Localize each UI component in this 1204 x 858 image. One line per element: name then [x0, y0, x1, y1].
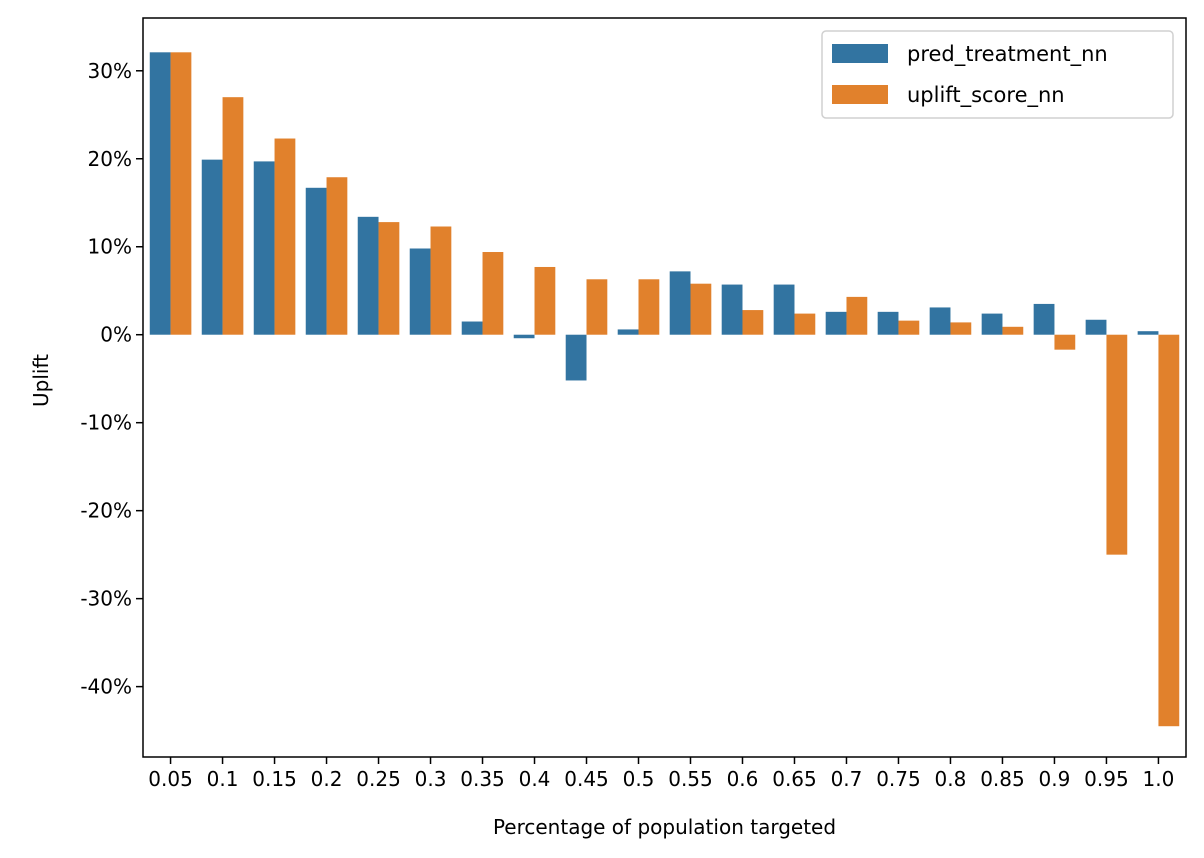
- x-tick-label: 0.25: [356, 767, 401, 791]
- x-tick-label: 0.95: [1084, 767, 1129, 791]
- bar-uplift_score_nn-0.55: [690, 283, 712, 335]
- y-tick-label: -20%: [80, 499, 132, 523]
- bar-pred_treatment_nn-0.1: [201, 159, 223, 335]
- bar-pred_treatment_nn-0.45: [565, 334, 587, 381]
- bar-uplift_score_nn-0.8: [950, 322, 972, 335]
- y-tick-label: -40%: [80, 675, 132, 699]
- x-tick-label: 0.45: [564, 767, 609, 791]
- bar-pred_treatment_nn-0.65: [773, 284, 795, 335]
- x-tick-label: 0.2: [311, 767, 343, 791]
- x-tick-label: 0.05: [148, 767, 193, 791]
- y-tick-label: -10%: [80, 411, 132, 435]
- bar-uplift_score_nn-0.2: [326, 177, 348, 335]
- bar-pred_treatment_nn-0.3: [409, 248, 431, 335]
- y-tick-label: 0%: [100, 323, 132, 347]
- legend-label-uplift_score_nn: uplift_score_nn: [907, 83, 1065, 108]
- bar-pred_treatment_nn-0.95: [1085, 319, 1107, 335]
- legend-label-pred_treatment_nn: pred_treatment_nn: [907, 42, 1108, 67]
- bar-pred_treatment_nn-0.15: [253, 161, 275, 335]
- bar-pred_treatment_nn-0.5: [617, 329, 639, 335]
- y-tick-label: 10%: [88, 235, 132, 259]
- bar-uplift_score_nn-0.6: [742, 310, 764, 335]
- bar-pred_treatment_nn-0.2: [305, 187, 327, 335]
- bar-uplift_score_nn-0.75: [898, 320, 920, 335]
- x-tick-label: 0.8: [935, 767, 967, 791]
- bar-uplift_score_nn-0.05: [170, 52, 192, 335]
- y-tick-label: 30%: [88, 59, 132, 83]
- bar-pred_treatment_nn-0.75: [877, 311, 899, 335]
- bar-pred_treatment_nn-0.55: [669, 271, 691, 335]
- x-tick-label: 0.5: [623, 767, 655, 791]
- plot-frame: [142, 17, 1187, 758]
- legend-swatch-pred_treatment_nn: [832, 44, 888, 63]
- bar-uplift_score_nn-0.95: [1106, 334, 1128, 555]
- bar-uplift_score_nn-0.3: [430, 226, 452, 335]
- bar-uplift_score_nn-0.35: [482, 252, 504, 335]
- x-tick-label: 0.55: [668, 767, 713, 791]
- bar-uplift_score_nn-0.9: [1054, 334, 1076, 350]
- x-tick-label: 0.4: [519, 767, 551, 791]
- legend-box: [821, 30, 1174, 119]
- x-tick-label: 0.65: [772, 767, 817, 791]
- bar-pred_treatment_nn-0.9: [1033, 303, 1055, 335]
- x-tick-label: 0.35: [460, 767, 505, 791]
- x-tick-label: 1.0: [1143, 767, 1175, 791]
- bar-pred_treatment_nn-0.4: [513, 334, 535, 339]
- legend-swatch-uplift_score_nn: [832, 85, 888, 104]
- x-tick-label: 0.6: [727, 767, 759, 791]
- x-axis-label: Percentage of population targeted: [493, 815, 836, 839]
- bar-uplift_score_nn-0.4: [534, 266, 556, 335]
- x-axis-ticks: 0.05 0.1 0.15 0.2 0.25 0.3 0.35 0.4 0.45 0.5 0.55 0…: [148, 757, 1174, 791]
- x-tick-label: 0.3: [415, 767, 447, 791]
- bar-pred_treatment_nn-0.85: [981, 313, 1003, 335]
- y-axis-ticks: 30% 20% 10% 0% -10% -20% -30% -40%: [80, 59, 143, 699]
- bar-pred_treatment_nn-0.7: [825, 311, 847, 335]
- bar-pred_treatment_nn-0.05: [149, 52, 171, 335]
- bar-uplift_score_nn-0.65: [794, 313, 816, 335]
- bar-pred_treatment_nn-0.25: [357, 216, 379, 335]
- bar-uplift_score_nn-0.15: [274, 138, 296, 335]
- x-tick-label: 0.85: [980, 767, 1025, 791]
- bars-layer: [149, 52, 1180, 727]
- bar-uplift_score_nn-0.45: [586, 279, 608, 335]
- x-tick-label: 0.75: [876, 767, 921, 791]
- bar-uplift_score_nn-0.1: [222, 97, 244, 335]
- bar-uplift_score_nn-1.0: [1158, 334, 1180, 727]
- bar-uplift_score_nn-0.5: [638, 279, 660, 335]
- bar-pred_treatment_nn-1.0: [1137, 331, 1159, 335]
- legend: pred_treatment_nn uplift_score_nn: [821, 30, 1174, 119]
- bar-pred_treatment_nn-0.35: [461, 321, 483, 335]
- x-tick-label: 0.15: [252, 767, 297, 791]
- bar-uplift_score_nn-0.7: [846, 296, 868, 335]
- bar-pred_treatment_nn-0.8: [929, 307, 951, 335]
- bar-pred_treatment_nn-0.6: [721, 284, 743, 335]
- y-tick-label: 20%: [88, 147, 132, 171]
- x-tick-label: 0.9: [1039, 767, 1071, 791]
- bar-uplift_score_nn-0.25: [378, 222, 400, 335]
- x-tick-label: 0.7: [831, 767, 863, 791]
- x-tick-label: 0.1: [207, 767, 239, 791]
- y-tick-label: -30%: [80, 587, 132, 611]
- y-axis-label: Uplift: [29, 354, 53, 407]
- bar-uplift_score_nn-0.85: [1002, 326, 1024, 335]
